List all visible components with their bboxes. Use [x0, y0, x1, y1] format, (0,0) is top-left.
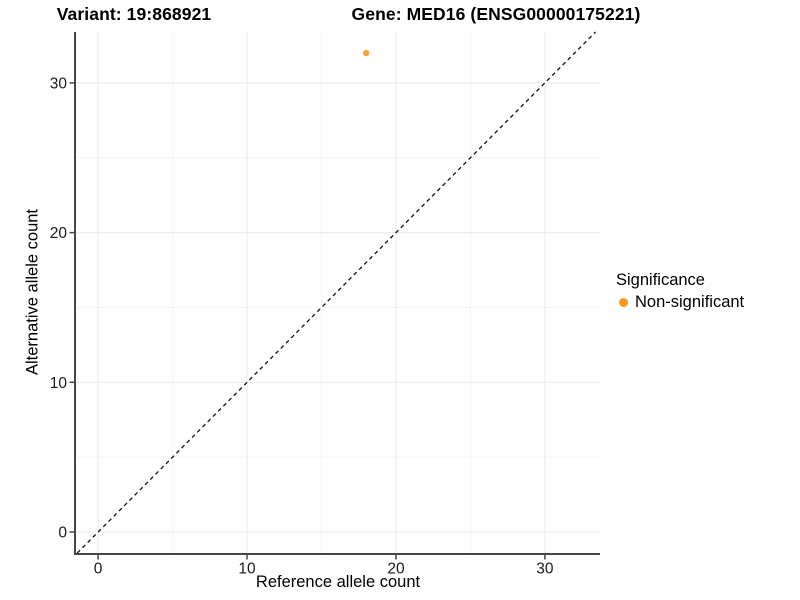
legend-title: Significance [616, 271, 705, 289]
data-point [362, 49, 370, 57]
x-tick-label: 20 [387, 561, 405, 578]
plot-title-variant: Variant: 19:868921 [56, 4, 212, 24]
legend: Significance Non-significant [616, 271, 744, 312]
x-tick-label: 0 [94, 561, 103, 578]
identity-line [76, 31, 596, 554]
x-tick-label: 30 [536, 561, 554, 578]
x-axis-label: Reference allele count [255, 573, 421, 591]
legend-point-swatch [619, 298, 628, 307]
y-tick-label: 30 [50, 75, 68, 92]
legend-item-label: Non-significant [635, 293, 745, 311]
y-tick-label: 10 [50, 375, 68, 392]
plot-title-gene: Gene: MED16 (ENSG00000175221) [351, 4, 641, 24]
y-tick-label: 20 [50, 225, 68, 242]
legend-item-non-significant: Non-significant [616, 293, 744, 312]
y-axis-label: Alternative allele count [23, 208, 42, 376]
x-tick-label: 10 [238, 561, 256, 578]
y-tick-label: 0 [58, 525, 67, 542]
